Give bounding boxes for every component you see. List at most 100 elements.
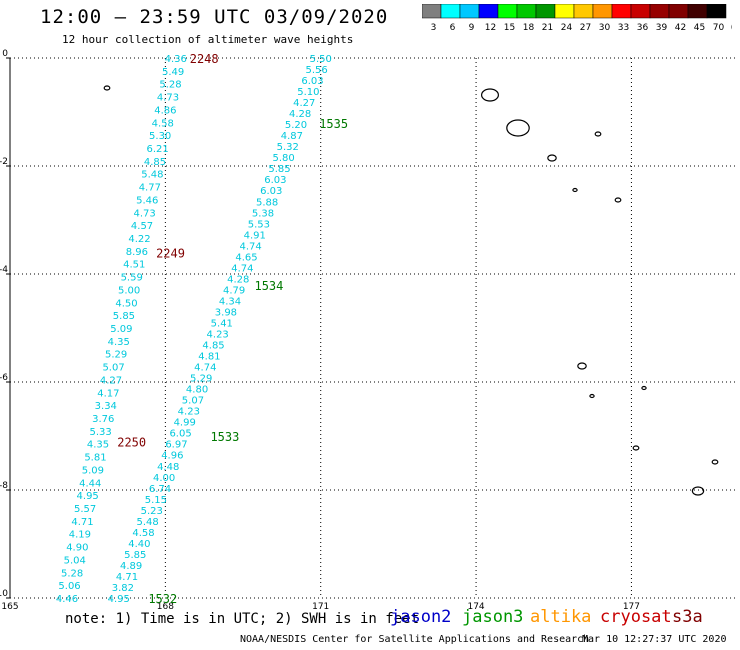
pass-time-label: 1533 (210, 430, 239, 444)
swh-value: 5.29 (105, 350, 127, 361)
lat-tick-label: -4 (0, 265, 8, 275)
lat-tick-label: -10 (0, 589, 8, 599)
footer-note: note: 1) Time is in UTC; 2) SWH is in fe… (65, 611, 420, 627)
swh-value: 6.21 (146, 144, 168, 155)
swh-value: 4.51 (123, 260, 145, 271)
swh-value: 5.53 (248, 219, 270, 230)
lat-tick-label: -2 (0, 157, 8, 167)
swh-value: 5.38 (252, 208, 274, 219)
swh-value: 5.07 (182, 396, 204, 407)
swh-value: 4.22 (128, 234, 150, 245)
swh-value: 3.76 (92, 414, 114, 425)
swh-value: 4.23 (178, 407, 200, 418)
swh-value: 4.71 (116, 572, 138, 583)
swh-value: 4.44 (79, 478, 101, 489)
swh-value: 5.06 (58, 581, 80, 592)
swh-value: 5.00 (118, 285, 140, 296)
swh-value: 5.23 (141, 506, 163, 517)
colorbar-label: 9 (469, 23, 475, 33)
swh-value: 6.74 (149, 484, 171, 495)
colorbar-label: 18 (523, 23, 535, 33)
swh-value: 5.09 (110, 324, 132, 335)
swh-value: 4.81 (198, 352, 220, 363)
swh-value: 6.97 (165, 440, 187, 451)
lon-tick-label: 165 (1, 602, 18, 612)
island-coastline (711, 459, 719, 465)
swh-value: 4.36 (165, 54, 187, 65)
swh-value: 5.04 (64, 555, 86, 566)
island-coastline (577, 362, 587, 370)
swh-value: 4.85 (202, 341, 224, 352)
colorbar-label: 30 (599, 23, 611, 33)
pass-time-label: 1532 (148, 592, 177, 606)
swh-value: 5.28 (159, 80, 181, 91)
pass-time-label: 2250 (117, 435, 146, 449)
swh-value: 5.29 (190, 374, 212, 385)
swh-value: 4.89 (120, 561, 142, 572)
swh-value: 5.57 (74, 504, 96, 515)
swh-value: 4.28 (227, 274, 249, 285)
swh-value: 3.98 (215, 307, 237, 318)
swh-value: 4.00 (153, 473, 175, 484)
swh-value: 4.17 (97, 388, 119, 399)
legend-cryosat: cryosat (600, 607, 672, 627)
swh-value: 4.40 (128, 539, 150, 550)
lon-tick-label: 171 (312, 602, 329, 612)
legend-jason2: jason2 (390, 607, 452, 627)
swh-value: 3.34 (95, 401, 117, 412)
colorbar-label: 6 (450, 23, 456, 33)
swh-value: 4.27 (100, 375, 122, 386)
pass-time-label: 2249 (156, 246, 185, 260)
swh-value: 5.28 (61, 568, 83, 579)
swh-value: 5.81 (84, 453, 106, 464)
lat-tick-label: -8 (0, 481, 8, 491)
swh-value: 4.96 (161, 451, 183, 462)
map-title: 12:00 – 23:59 UTC 03/09/2020 (40, 6, 389, 28)
swh-value: 4.99 (174, 418, 196, 429)
swh-value: 5.88 (256, 197, 278, 208)
lon-tick-label: 177 (623, 602, 640, 612)
swh-value: 4.95 (77, 491, 99, 502)
swh-value: 5.50 (310, 54, 332, 65)
pass-time-label: 1535 (319, 117, 348, 131)
swh-value: 4.58 (132, 528, 154, 539)
island-coastline (641, 385, 647, 391)
legend-jason3: jason3 (462, 607, 524, 627)
swh-value: 3.82 (112, 583, 134, 594)
swh-value: 6.03 (260, 186, 282, 197)
swh-value: 4.74 (240, 241, 262, 252)
colorbar-label: 3 (431, 23, 437, 33)
swh-value: 5.10 (297, 87, 319, 98)
swh-value: 4.19 (69, 530, 91, 541)
swh-value: 4.80 (186, 385, 208, 396)
lon-tick-label: 174 (467, 602, 484, 612)
swh-value: 4.91 (244, 230, 266, 241)
swh-value: 5.15 (145, 495, 167, 506)
swh-value: 5.48 (141, 170, 163, 181)
swh-value: 5.32 (277, 142, 299, 153)
island-coastline (506, 119, 530, 137)
timestamp-text: Mar 10 12:27:37 UTC 2020 (582, 634, 727, 645)
colorbar-label: 12 (485, 23, 496, 33)
swh-value: 4.79 (223, 285, 245, 296)
colorbar-label: 36 (637, 23, 649, 33)
swh-value: 5.49 (162, 67, 184, 78)
island-coastline (614, 197, 622, 203)
swh-value: 5.80 (272, 153, 294, 164)
swh-value: 5.48 (136, 517, 158, 528)
swh-value: 5.85 (124, 550, 146, 561)
swh-value: 4.74 (194, 363, 216, 374)
colorbar-label: 24 (561, 23, 573, 33)
swh-value: 4.85 (144, 157, 166, 168)
swh-value: 4.90 (66, 543, 88, 554)
lon-tick-label: 168 (157, 602, 174, 612)
island-coastline (594, 131, 602, 137)
pass-time-label: 1534 (254, 279, 283, 293)
swh-value: 4.58 (152, 118, 174, 129)
swh-value: 5.30 (149, 131, 171, 142)
swh-value: 4.74 (231, 263, 253, 274)
colorbar-label: 70 (713, 23, 725, 33)
swh-value: 5.09 (82, 465, 104, 476)
swh-value: 5.41 (211, 318, 233, 329)
